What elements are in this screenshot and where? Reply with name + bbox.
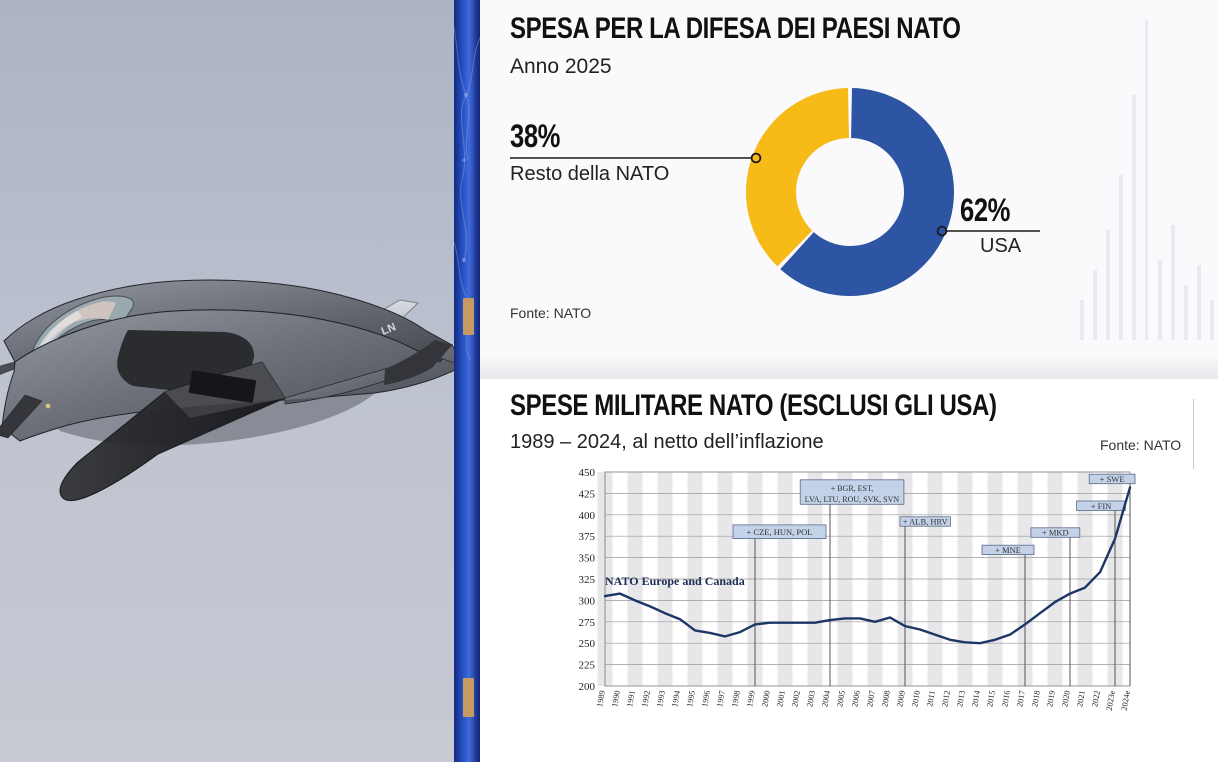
svg-text:2019: 2019 xyxy=(1045,690,1057,708)
svg-text:2000: 2000 xyxy=(760,690,772,708)
svg-text:2003: 2003 xyxy=(805,690,817,708)
svg-text:1989: 1989 xyxy=(595,690,607,708)
svg-text:2020: 2020 xyxy=(1060,690,1072,708)
svg-text:1997: 1997 xyxy=(715,690,727,708)
svg-text:+ BGR, EST,: + BGR, EST, xyxy=(831,484,874,493)
svg-text:1998: 1998 xyxy=(730,690,742,708)
svg-text:2015: 2015 xyxy=(985,690,997,708)
svg-text:450: 450 xyxy=(579,467,596,479)
svg-text:2010: 2010 xyxy=(910,690,922,708)
svg-text:2016: 2016 xyxy=(1000,690,1012,708)
svg-text:1996: 1996 xyxy=(700,690,712,708)
svg-text:400: 400 xyxy=(579,510,596,522)
svg-text:2013: 2013 xyxy=(955,690,967,708)
svg-text:2005: 2005 xyxy=(835,690,847,708)
svg-text:2002: 2002 xyxy=(790,690,802,708)
svg-text:2018: 2018 xyxy=(1030,690,1042,708)
svg-text:2024e: 2024e xyxy=(1120,689,1132,711)
svg-text:2008: 2008 xyxy=(880,690,892,708)
svg-text:+ MNE: + MNE xyxy=(995,545,1021,555)
svg-text:2006: 2006 xyxy=(850,690,862,708)
svg-text:425: 425 xyxy=(579,488,596,500)
svg-text:275: 275 xyxy=(579,617,596,629)
svg-text:LVA, LTU, ROU, SVK, SVN: LVA, LTU, ROU, SVK, SVN xyxy=(805,495,900,504)
svg-text:1992: 1992 xyxy=(640,690,652,708)
svg-text:1995: 1995 xyxy=(685,690,697,708)
svg-text:2022: 2022 xyxy=(1090,690,1102,708)
svg-text:225: 225 xyxy=(579,660,596,672)
svg-text:+ ALB, HRV: + ALB, HRV xyxy=(903,517,949,527)
svg-text:+ FIN: + FIN xyxy=(1091,501,1112,511)
svg-text:2009: 2009 xyxy=(895,690,907,708)
svg-text:300: 300 xyxy=(579,595,596,607)
svg-text:1999: 1999 xyxy=(745,690,757,708)
svg-text:2017: 2017 xyxy=(1015,690,1027,708)
svg-text:2021: 2021 xyxy=(1075,690,1087,708)
svg-text:2007: 2007 xyxy=(865,690,877,708)
svg-text:1991: 1991 xyxy=(625,690,637,708)
svg-text:2012: 2012 xyxy=(940,690,952,708)
svg-text:2011: 2011 xyxy=(925,690,937,708)
svg-text:1994: 1994 xyxy=(670,689,682,708)
svg-text:2023e: 2023e xyxy=(1105,689,1117,711)
svg-text:350: 350 xyxy=(579,553,596,565)
svg-text:250: 250 xyxy=(579,638,596,650)
svg-text:2004: 2004 xyxy=(820,689,832,708)
svg-text:2014: 2014 xyxy=(970,689,982,708)
svg-text:1990: 1990 xyxy=(610,690,622,708)
svg-text:375: 375 xyxy=(579,531,596,543)
svg-text:+ MKD: + MKD xyxy=(1042,528,1069,538)
svg-text:NATO Europe and Canada: NATO Europe and Canada xyxy=(605,574,745,588)
svg-text:+ SWE: + SWE xyxy=(1100,474,1125,484)
svg-text:200: 200 xyxy=(579,681,596,693)
svg-text:2001: 2001 xyxy=(775,690,787,708)
svg-text:1993: 1993 xyxy=(655,690,667,708)
svg-text:+ CZE, HUN, POL: + CZE, HUN, POL xyxy=(747,527,813,537)
svg-text:325: 325 xyxy=(579,574,596,586)
